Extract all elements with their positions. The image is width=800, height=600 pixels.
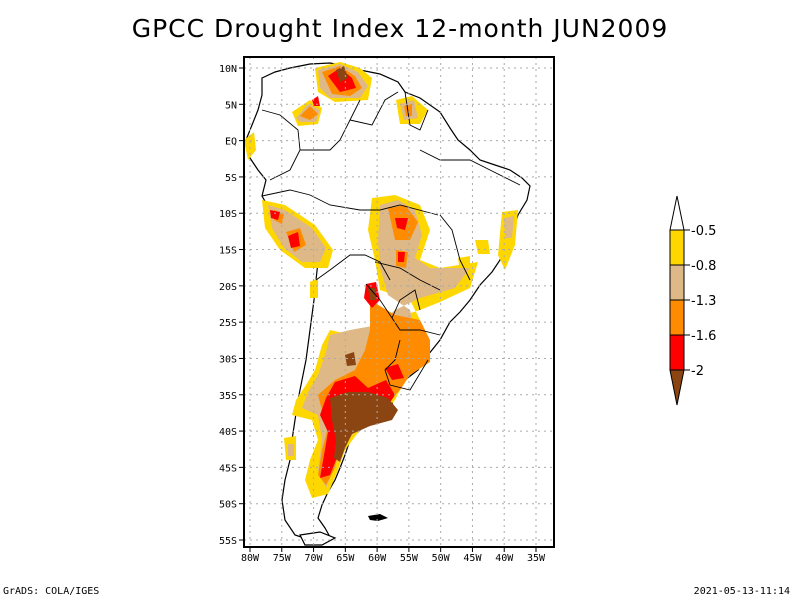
lon-tick-label: 40W [495, 553, 514, 564]
lat-tick-label: 5N [225, 100, 237, 111]
lon-tick-label: 45W [463, 553, 482, 564]
country-borders [261, 91, 521, 391]
lon-tick-label: 75W [273, 553, 292, 564]
lat-tick-label: 5S [225, 173, 237, 184]
lat-tick-label: 10S [219, 209, 237, 220]
colorbar-label: -1.3 [691, 294, 716, 309]
lat-tick-label: 50S [219, 500, 237, 511]
lat-tick-label: 25S [219, 318, 237, 329]
colorbar-label: -0.5 [691, 224, 716, 239]
colorbar-bin-tan [669, 264, 685, 301]
map-area [244, 57, 554, 547]
gridlines [244, 57, 554, 547]
colorbar-label: -0.8 [691, 259, 716, 274]
tierra-del-fuego [299, 531, 337, 546]
lon-tick-label: 70W [305, 553, 324, 564]
lon-tick-label: 55W [400, 553, 419, 564]
colorbar-label-tick [684, 229, 690, 371]
lat-tick-label: 55S [219, 536, 237, 547]
lon-tick-label: 50W [432, 553, 451, 564]
lon-tick-label: 65W [336, 553, 355, 564]
continent-outline [245, 62, 531, 541]
falkland-islands [368, 514, 388, 521]
footer-timestamp: 2021-05-13-11:14 [693, 586, 790, 597]
lon-tick-label: 60W [368, 553, 387, 564]
colorbar-lower-arrow [669, 369, 685, 406]
colorbar-bin-orange [669, 299, 685, 336]
lat-tick-label: 35S [219, 391, 237, 402]
footer-credit: GrADS: COLA/IGES [3, 586, 100, 597]
map-frame [243, 56, 555, 548]
colorbar-bin-yellow [669, 229, 685, 266]
colorbar: -0.5 -0.8 -1.3 -1.6 -2 [669, 195, 716, 406]
colorbar-bin-red [669, 334, 685, 371]
colorbar-upper-arrow [669, 195, 685, 231]
colorbar-label: -1.6 [691, 329, 716, 344]
drought-level-brown [330, 66, 398, 462]
lat-tick-label: 30S [219, 354, 237, 365]
lat-tick-label: EQ [225, 137, 237, 148]
lat-tick-label: 20S [219, 282, 237, 293]
lon-tick-label: 80W [241, 553, 260, 564]
map-title: GPCC Drought Index 12-month JUN2009 [131, 14, 669, 43]
colorbar-label: -2 [691, 364, 704, 379]
lat-tick-label: 10N [219, 64, 237, 75]
lon-tick-label: 35W [527, 553, 546, 564]
lat-tick-label: 15S [219, 246, 237, 257]
lat-tick-label: 40S [219, 427, 237, 438]
axis-ticks: 80W 75W 70W 65W 60W 55W 50W 45W 40W 35W 10N 5N EQ 5S 1… [219, 64, 546, 564]
lat-tick-label: 45S [219, 463, 237, 474]
